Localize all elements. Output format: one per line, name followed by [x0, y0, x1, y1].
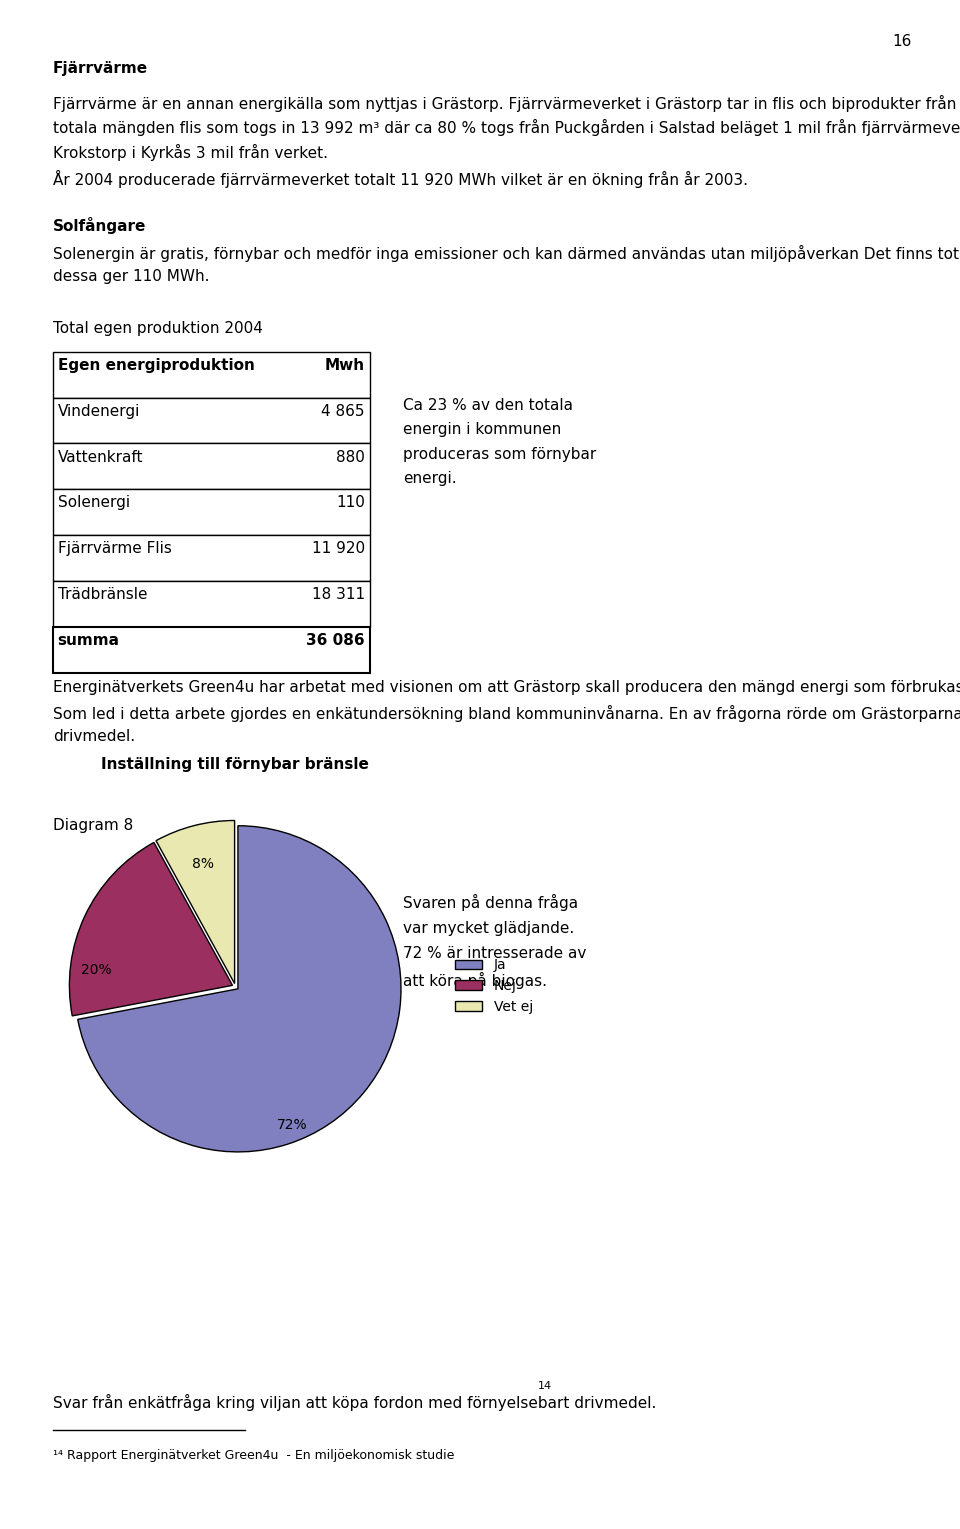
Text: 20%: 20% [82, 963, 112, 977]
Title: Inställning till förnybar bränsle: Inställning till förnybar bränsle [101, 757, 370, 772]
Text: Solenergin är gratis, förnybar och medför inga emissioner och kan därmed använda: Solenergin är gratis, förnybar och medfö… [53, 245, 960, 261]
Wedge shape [78, 826, 401, 1151]
Text: År 2004 producerade fjärrvärmeverket totalt 11 920 MWh vilket är en ökning från : År 2004 producerade fjärrvärmeverket tot… [53, 170, 748, 188]
Text: Krokstorp i Kyrkås 3 mil från verket.: Krokstorp i Kyrkås 3 mil från verket. [53, 144, 327, 161]
Text: 11 920: 11 920 [312, 541, 365, 557]
Text: ¹⁴ Rapport Energinätverket Green4u  - En miljöekonomisk studie: ¹⁴ Rapport Energinätverket Green4u - En … [53, 1449, 454, 1463]
FancyBboxPatch shape [53, 398, 370, 443]
Text: 16: 16 [893, 34, 912, 49]
Text: 880: 880 [336, 450, 365, 465]
FancyBboxPatch shape [53, 352, 370, 398]
Legend: Ja, Nej, Vet ej: Ja, Nej, Vet ej [449, 953, 539, 1020]
Text: 36 086: 36 086 [306, 633, 365, 648]
Text: summa: summa [58, 633, 120, 648]
Text: 4 865: 4 865 [322, 404, 365, 419]
Text: 72%: 72% [277, 1118, 308, 1133]
Wedge shape [156, 821, 234, 983]
Text: Fjärrvärme: Fjärrvärme [53, 61, 148, 76]
Text: Svar från enkätfråga kring viljan att köpa fordon med förnyelsebart drivmedel.: Svar från enkätfråga kring viljan att kö… [53, 1394, 657, 1411]
Text: Solfångare: Solfångare [53, 217, 146, 234]
Text: Total egen produktion 2004: Total egen produktion 2004 [53, 321, 263, 336]
Text: 14: 14 [538, 1381, 552, 1391]
FancyBboxPatch shape [53, 581, 370, 627]
FancyBboxPatch shape [53, 535, 370, 581]
Wedge shape [69, 842, 232, 1015]
Text: totala mängden flis som togs in 13 992 m³ där ca 80 % togs från Puckgården i Sal: totala mängden flis som togs in 13 992 m… [53, 119, 960, 136]
Text: 18 311: 18 311 [312, 587, 365, 602]
FancyBboxPatch shape [53, 443, 370, 489]
Text: Solenergi: Solenergi [58, 495, 130, 511]
Text: Vattenkraft: Vattenkraft [58, 450, 143, 465]
Text: Energinätverkets Green4u har arbetat med visionen om att Grästorp skall producer: Energinätverkets Green4u har arbetat med… [53, 680, 960, 696]
Text: Fjärrvärme Flis: Fjärrvärme Flis [58, 541, 172, 557]
Text: Svaren på denna fråga
var mycket glädjande.
72 % är intresserade av
att köra på : Svaren på denna fråga var mycket glädjan… [403, 894, 587, 989]
Text: Fjärrvärme är en annan energikälla som nyttjas i Grästorp. Fjärrvärmeverket i Gr: Fjärrvärme är en annan energikälla som n… [53, 95, 960, 112]
Text: Diagram 8: Diagram 8 [53, 818, 133, 833]
Text: Som led i detta arbete gjordes en enkätundersökning bland kommuninvånarna. En av: Som led i detta arbete gjordes en enkätu… [53, 705, 960, 722]
Text: dessa ger 110 MWh.: dessa ger 110 MWh. [53, 269, 209, 284]
Text: 8%: 8% [192, 858, 214, 872]
Text: 110: 110 [336, 495, 365, 511]
Text: Ca 23 % av den totala
energin i kommunen
produceras som förnybar
energi.: Ca 23 % av den totala energin i kommunen… [403, 398, 596, 486]
Text: drivmedel.: drivmedel. [53, 729, 135, 745]
Text: Mwh: Mwh [324, 358, 365, 373]
Text: Trädbränsle: Trädbränsle [58, 587, 147, 602]
Text: Egen energiproduktion: Egen energiproduktion [58, 358, 254, 373]
FancyBboxPatch shape [53, 627, 370, 673]
Text: Vindenergi: Vindenergi [58, 404, 140, 419]
FancyBboxPatch shape [53, 489, 370, 535]
